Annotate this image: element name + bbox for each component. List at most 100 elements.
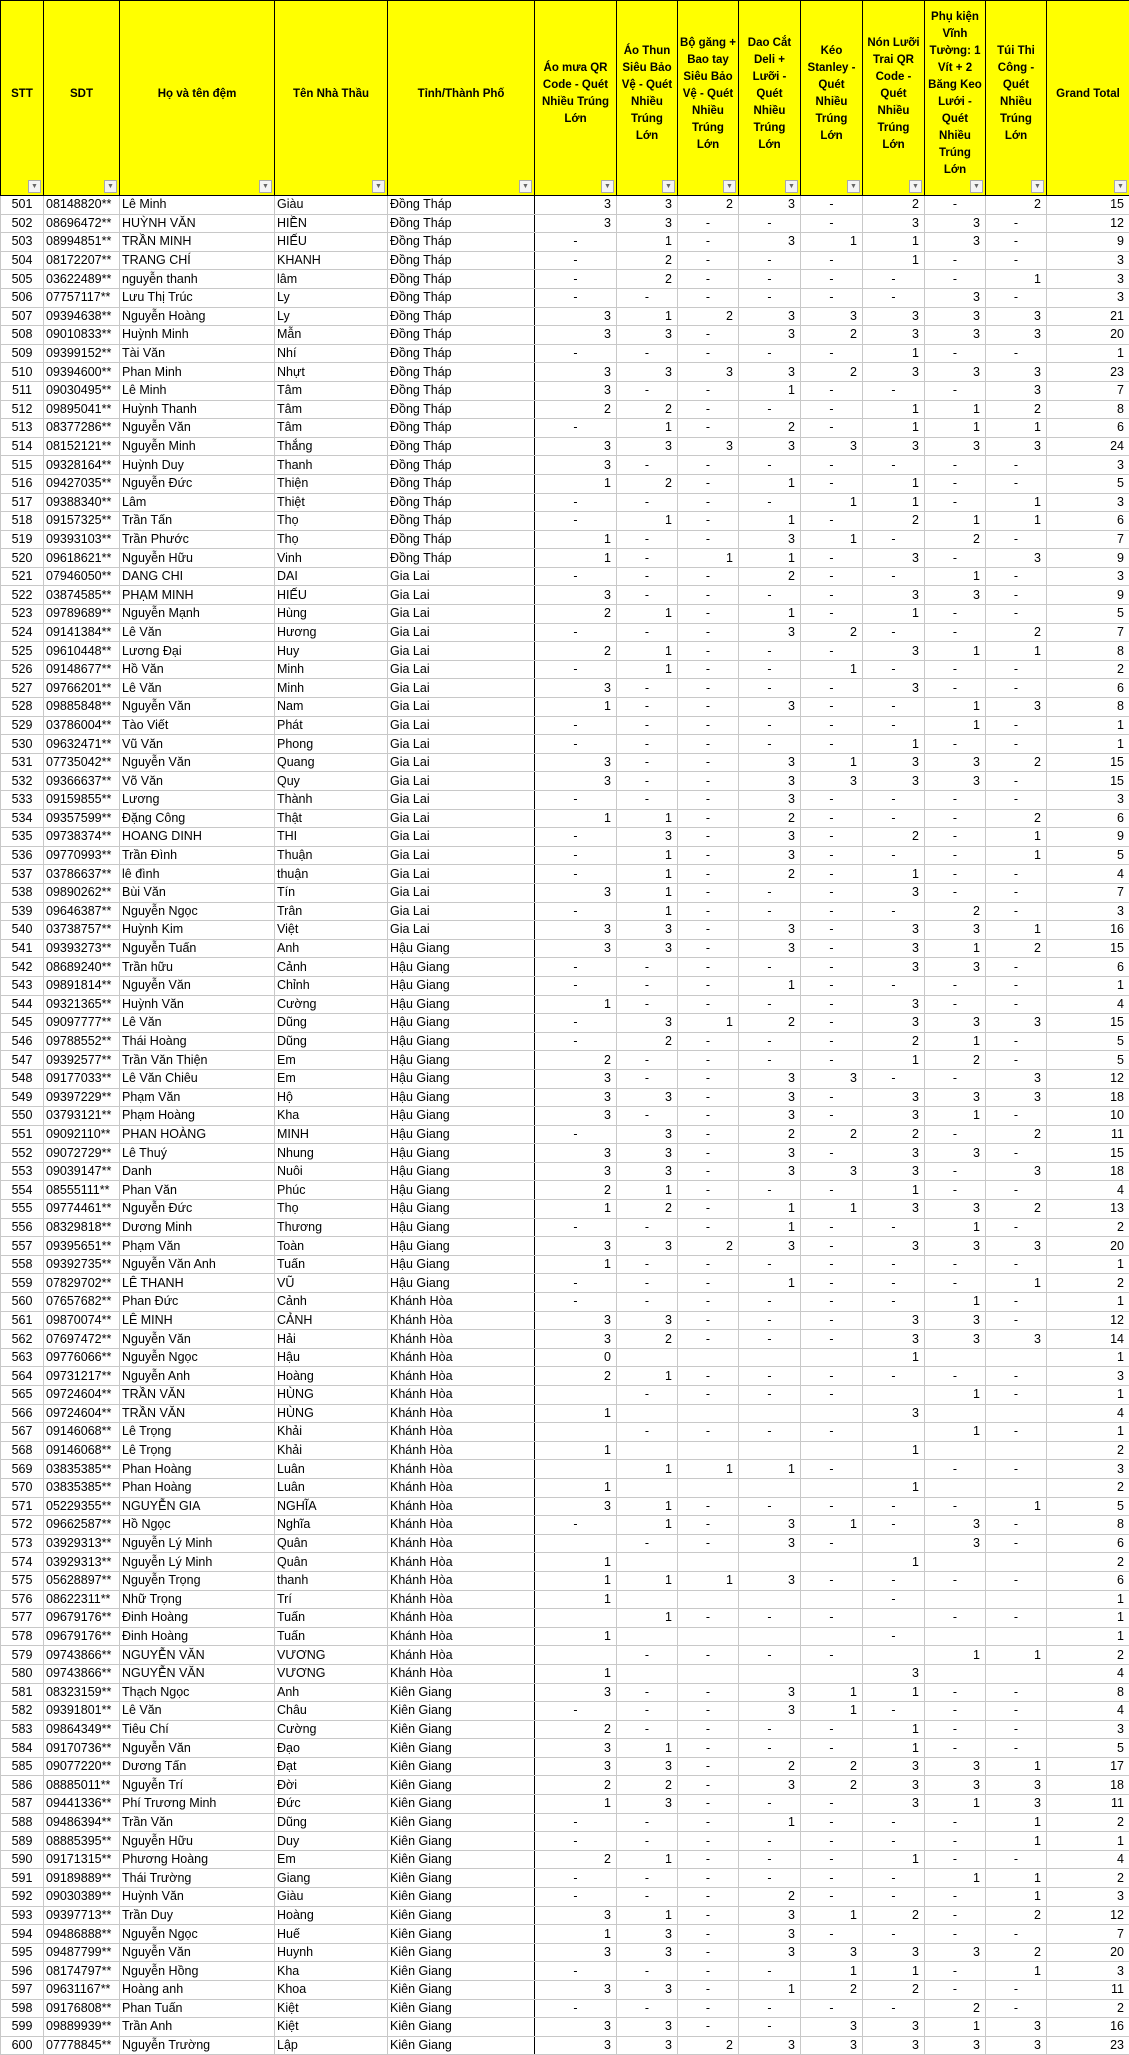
cell-dao-cat[interactable]: - xyxy=(739,2018,801,2037)
cell-tinh-thanh-pho[interactable]: Gia Lai xyxy=(388,753,535,772)
cell-tui-thi-cong[interactable]: 3 xyxy=(986,381,1047,400)
cell-ao-mua[interactable]: 3 xyxy=(535,1739,617,1758)
filter-dropdown-icon[interactable]: ▼ xyxy=(601,180,614,193)
cell-tinh-thanh-pho[interactable]: Khánh Hòa xyxy=(388,1646,535,1665)
cell-dao-cat[interactable]: 3 xyxy=(739,363,801,382)
cell-ho-va-ten-dem[interactable]: TRANG CHÍ xyxy=(120,251,275,270)
cell-non-luoi-trai[interactable]: 3 xyxy=(863,326,925,345)
cell-ten-nha-thau[interactable]: Thương xyxy=(275,1218,388,1237)
cell-tinh-thanh-pho[interactable]: Đồng Tháp xyxy=(388,196,535,215)
cell-stt[interactable]: 600 xyxy=(1,2036,44,2055)
cell-non-luoi-trai[interactable]: 3 xyxy=(863,437,925,456)
cell-phu-kien[interactable] xyxy=(925,1348,986,1367)
cell-ao-mua[interactable]: 1 xyxy=(535,1590,617,1609)
cell-ao-thun[interactable]: - xyxy=(617,1293,678,1312)
cell-ao-mua[interactable]: - xyxy=(535,716,617,735)
cell-ao-mua[interactable] xyxy=(535,1423,617,1442)
cell-ao-mua[interactable]: 3 xyxy=(535,456,617,475)
cell-non-luoi-trai[interactable] xyxy=(863,1609,925,1628)
cell-keo-stanley[interactable]: - xyxy=(801,1534,863,1553)
cell-ho-va-ten-dem[interactable]: Bùi Văn xyxy=(120,883,275,902)
cell-keo-stanley[interactable]: - xyxy=(801,995,863,1014)
cell-non-luoi-trai[interactable]: 3 xyxy=(863,921,925,940)
cell-keo-stanley[interactable]: 3 xyxy=(801,772,863,791)
cell-tinh-thanh-pho[interactable]: Gia Lai xyxy=(388,716,535,735)
cell-phu-kien[interactable]: - xyxy=(925,865,986,884)
cell-bo-gang[interactable]: - xyxy=(678,809,739,828)
cell-ao-thun[interactable]: - xyxy=(617,772,678,791)
cell-tui-thi-cong[interactable]: 1 xyxy=(986,419,1047,438)
cell-grand-total[interactable]: 7 xyxy=(1047,623,1129,642)
cell-keo-stanley[interactable]: - xyxy=(801,1107,863,1126)
cell-non-luoi-trai[interactable]: - xyxy=(863,1590,925,1609)
cell-phu-kien[interactable] xyxy=(925,1627,986,1646)
cell-ten-nha-thau[interactable]: Phát xyxy=(275,716,388,735)
cell-non-luoi-trai[interactable]: - xyxy=(863,1274,925,1293)
cell-tinh-thanh-pho[interactable]: Đồng Tháp xyxy=(388,549,535,568)
cell-dao-cat[interactable] xyxy=(739,1478,801,1497)
cell-stt[interactable]: 564 xyxy=(1,1367,44,1386)
cell-ho-va-ten-dem[interactable]: Nguyễn Văn xyxy=(120,698,275,717)
cell-tinh-thanh-pho[interactable]: Gia Lai xyxy=(388,567,535,586)
cell-dao-cat[interactable]: 1 xyxy=(739,512,801,531)
cell-sdt[interactable]: 09889939** xyxy=(44,2018,120,2037)
cell-tui-thi-cong[interactable]: 3 xyxy=(986,326,1047,345)
cell-ho-va-ten-dem[interactable]: Đinh Hoàng xyxy=(120,1609,275,1628)
cell-ao-mua[interactable]: 3 xyxy=(535,214,617,233)
cell-sdt[interactable]: 08174797** xyxy=(44,1962,120,1981)
cell-bo-gang[interactable]: - xyxy=(678,1311,739,1330)
cell-tui-thi-cong[interactable]: 3 xyxy=(986,1014,1047,1033)
cell-sdt[interactable]: 09395651** xyxy=(44,1237,120,1256)
cell-non-luoi-trai[interactable]: 3 xyxy=(863,1311,925,1330)
cell-keo-stanley[interactable]: - xyxy=(801,567,863,586)
cell-tui-thi-cong[interactable]: - xyxy=(986,660,1047,679)
cell-ao-thun[interactable]: - xyxy=(617,586,678,605)
cell-dao-cat[interactable]: 3 xyxy=(739,1776,801,1795)
cell-non-luoi-trai[interactable]: 3 xyxy=(863,1943,925,1962)
cell-phu-kien[interactable]: 3 xyxy=(925,1516,986,1535)
cell-non-luoi-trai[interactable]: 3 xyxy=(863,753,925,772)
cell-tui-thi-cong[interactable]: - xyxy=(986,1720,1047,1739)
cell-sdt[interactable]: 08152121** xyxy=(44,437,120,456)
cell-ao-mua[interactable] xyxy=(535,1386,617,1405)
cell-sdt[interactable]: 09618621** xyxy=(44,549,120,568)
cell-grand-total[interactable]: 10 xyxy=(1047,1107,1129,1126)
cell-ao-thun[interactable]: 1 xyxy=(617,1497,678,1516)
cell-sdt[interactable]: 09397713** xyxy=(44,1906,120,1925)
cell-sdt[interactable]: 09895041** xyxy=(44,400,120,419)
cell-dao-cat[interactable]: - xyxy=(739,1311,801,1330)
cell-ho-va-ten-dem[interactable]: Thái Hoàng xyxy=(120,1032,275,1051)
cell-ten-nha-thau[interactable]: Quân xyxy=(275,1534,388,1553)
cell-dao-cat[interactable]: 1 xyxy=(739,1460,801,1479)
cell-tui-thi-cong[interactable]: - xyxy=(986,1107,1047,1126)
cell-ho-va-ten-dem[interactable]: LÊ MINH xyxy=(120,1311,275,1330)
cell-ao-thun[interactable]: - xyxy=(617,1720,678,1739)
cell-phu-kien[interactable]: - xyxy=(925,456,986,475)
cell-phu-kien[interactable]: - xyxy=(925,1571,986,1590)
cell-dao-cat[interactable]: 3 xyxy=(739,846,801,865)
cell-stt[interactable]: 530 xyxy=(1,735,44,754)
cell-grand-total[interactable]: 5 xyxy=(1047,1739,1129,1758)
cell-ao-mua[interactable]: - xyxy=(535,735,617,754)
cell-dao-cat[interactable]: - xyxy=(739,1720,801,1739)
cell-ten-nha-thau[interactable]: HIẾU xyxy=(275,586,388,605)
cell-ho-va-ten-dem[interactable]: PHAN HOÀNG xyxy=(120,1125,275,1144)
cell-grand-total[interactable]: 2 xyxy=(1047,1813,1129,1832)
cell-sdt[interactable]: 09743866** xyxy=(44,1646,120,1665)
cell-phu-kien[interactable]: - xyxy=(925,1925,986,1944)
cell-dao-cat[interactable]: 2 xyxy=(739,1888,801,1907)
cell-dao-cat[interactable]: - xyxy=(739,1386,801,1405)
cell-ten-nha-thau[interactable]: thanh xyxy=(275,1571,388,1590)
cell-tui-thi-cong[interactable]: - xyxy=(986,1423,1047,1442)
cell-ho-va-ten-dem[interactable]: PHẠM MINH xyxy=(120,586,275,605)
cell-keo-stanley[interactable]: - xyxy=(801,251,863,270)
cell-bo-gang[interactable]: - xyxy=(678,1739,739,1758)
cell-grand-total[interactable]: 1 xyxy=(1047,735,1129,754)
cell-ten-nha-thau[interactable]: Dũng xyxy=(275,1032,388,1051)
cell-stt[interactable]: 551 xyxy=(1,1125,44,1144)
cell-tui-thi-cong[interactable]: 1 xyxy=(986,921,1047,940)
cell-sdt[interactable]: 05229355** xyxy=(44,1497,120,1516)
cell-tinh-thanh-pho[interactable]: Khánh Hòa xyxy=(388,1664,535,1683)
cell-ao-thun[interactable]: 3 xyxy=(617,326,678,345)
cell-ten-nha-thau[interactable]: Kiệt xyxy=(275,2018,388,2037)
